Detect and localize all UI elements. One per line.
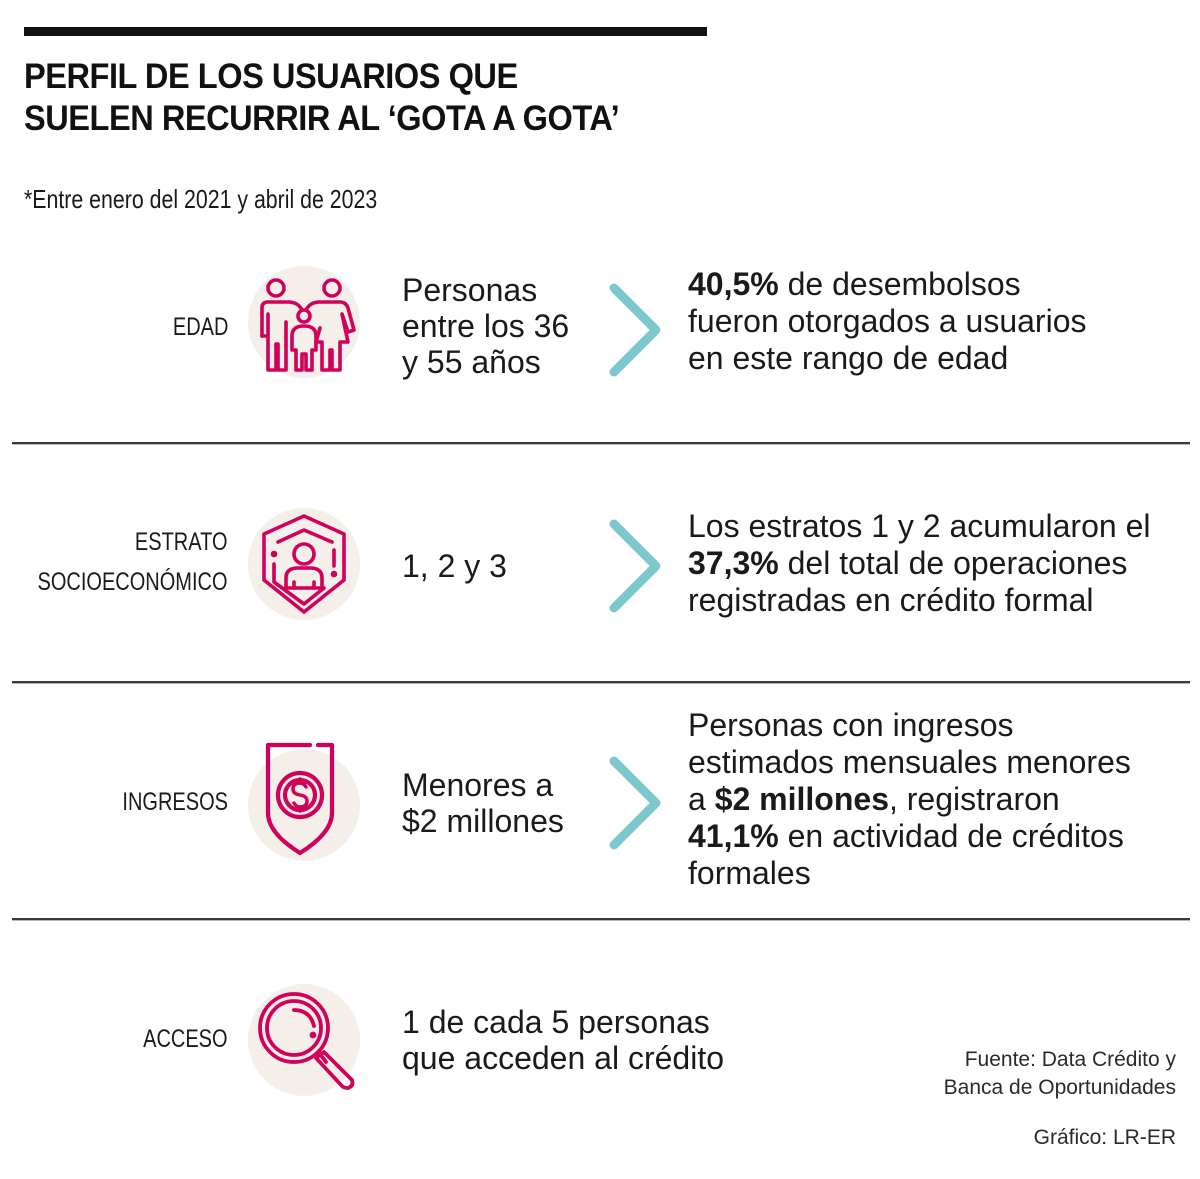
value-line: 1, 2 y 3 [402,548,507,584]
icon-background [248,742,360,861]
row-value: 1, 2 y 3 [402,548,507,584]
desc-text: a [688,781,715,817]
row-edad: EDAD Personas entre los 36 y 55 años 40,… [0,262,1200,392]
row-value: Menores a $2 millones [402,767,564,839]
row-description: Los estratos 1 y 2 acumularon el 37,3% d… [688,508,1150,619]
desc-text: en este rango de edad [688,340,1009,376]
desc-line: 37,3% del total de operaciones [688,545,1150,582]
row-ingresos: INGRESOS Menores a $2 millones Personas … [0,705,1200,905]
highlight-stat: 37,3% [688,545,779,581]
subtitle: *Entre enero del 2021 y abril de 2023 [24,184,378,214]
row-label: ACCESO [143,1025,228,1053]
value-line: 1 de cada 5 personas [402,1004,710,1040]
icon-background [248,266,360,378]
value-line: $2 millones [402,803,564,839]
graphic-credit: Gráfico: LR-ER [1033,1126,1176,1149]
row-label: ESTRATO SOCIOECONÓMICO [38,522,228,602]
desc-line: fueron otorgados a usuarios [688,303,1086,340]
desc-text: formales [688,855,811,891]
source-line: Fuente: Data Crédito y [964,1048,1176,1071]
desc-line: Los estratos 1 y 2 acumularon el [688,508,1150,545]
row-label: INGRESOS [122,788,228,816]
icon-background [248,508,360,620]
desc-line: en este rango de edad [688,340,1086,377]
highlight-stat: 40,5% [688,266,779,302]
desc-line: registradas en crédito formal [688,582,1150,619]
desc-line: formales [688,855,1131,892]
desc-text: Los estratos 1 y 2 acumularon el [688,508,1151,544]
value-line: y 55 años [402,344,541,380]
source-line: Banca de Oportunidades [943,1076,1176,1099]
chevron-right-icon [609,283,661,377]
magnifier-icon [258,992,355,1090]
row-divider [12,681,1190,684]
desc-text: Personas con ingresos [688,707,1014,743]
row-divider [12,918,1190,921]
title-line-2: SUELEN RECURRIR AL ‘GOTA A GOTA’ [24,99,620,138]
desc-line: Personas con ingresos [688,707,1131,744]
desc-line: 40,5% de desembolsos [688,266,1086,303]
desc-line: estimados mensuales menores [688,744,1131,781]
row-estrato: ESTRATO SOCIOECONÓMICO 1, 2 y 3 Los estr… [0,500,1200,630]
desc-text: , registraron [888,781,1060,817]
chevron-right-icon [609,519,661,613]
row-description: Personas con ingresos estimados mensuale… [688,707,1131,892]
desc-text: fueron otorgados a usuarios [688,303,1087,339]
row-description: 40,5% de desembolsos fueron otorgados a … [688,266,1086,377]
family-icon [260,278,356,372]
label-line: SOCIOECONÓMICO [37,568,228,596]
header-rule [24,27,707,36]
source-note: Fuente: Data Crédito y Banca de Oportuni… [944,1046,1176,1102]
value-line: Menores a [402,767,554,803]
highlight-stat: 41,1% [688,818,779,854]
desc-line: a $2 millones, registraron [688,781,1131,818]
value-line: que acceden al crédito [402,1040,724,1076]
title-line-1: PERFIL DE LOS USUARIOS QUE [24,57,518,96]
shield-user-icon [262,514,346,614]
desc-line: 41,1% en actividad de créditos [688,818,1131,855]
value-line: entre los 36 [402,308,570,344]
row-label: EDAD [172,313,228,341]
icon-background [248,984,360,1096]
desc-text: de desembolsos [778,266,1021,302]
row-value: 1 de cada 5 personas que acceden al créd… [402,1004,724,1076]
desc-text: en actividad de créditos [778,818,1124,854]
desc-text: del total de operaciones [778,545,1128,581]
label-line: ESTRATO [135,528,228,556]
chevron-right-icon [609,756,661,850]
row-acceso: ACCESO 1 de cada 5 personas que acceden … [0,980,1200,1110]
desc-text: registradas en crédito formal [688,582,1094,618]
highlight-amount: $2 millones [714,781,889,817]
value-line: Personas [402,272,538,308]
desc-text: estimados mensuales menores [688,744,1131,780]
shield-dollar-icon [265,742,335,856]
row-divider [12,442,1190,445]
page-title: PERFIL DE LOS USUARIOS QUE SUELEN RECURR… [24,56,620,140]
row-value: Personas entre los 36 y 55 años [402,272,569,380]
